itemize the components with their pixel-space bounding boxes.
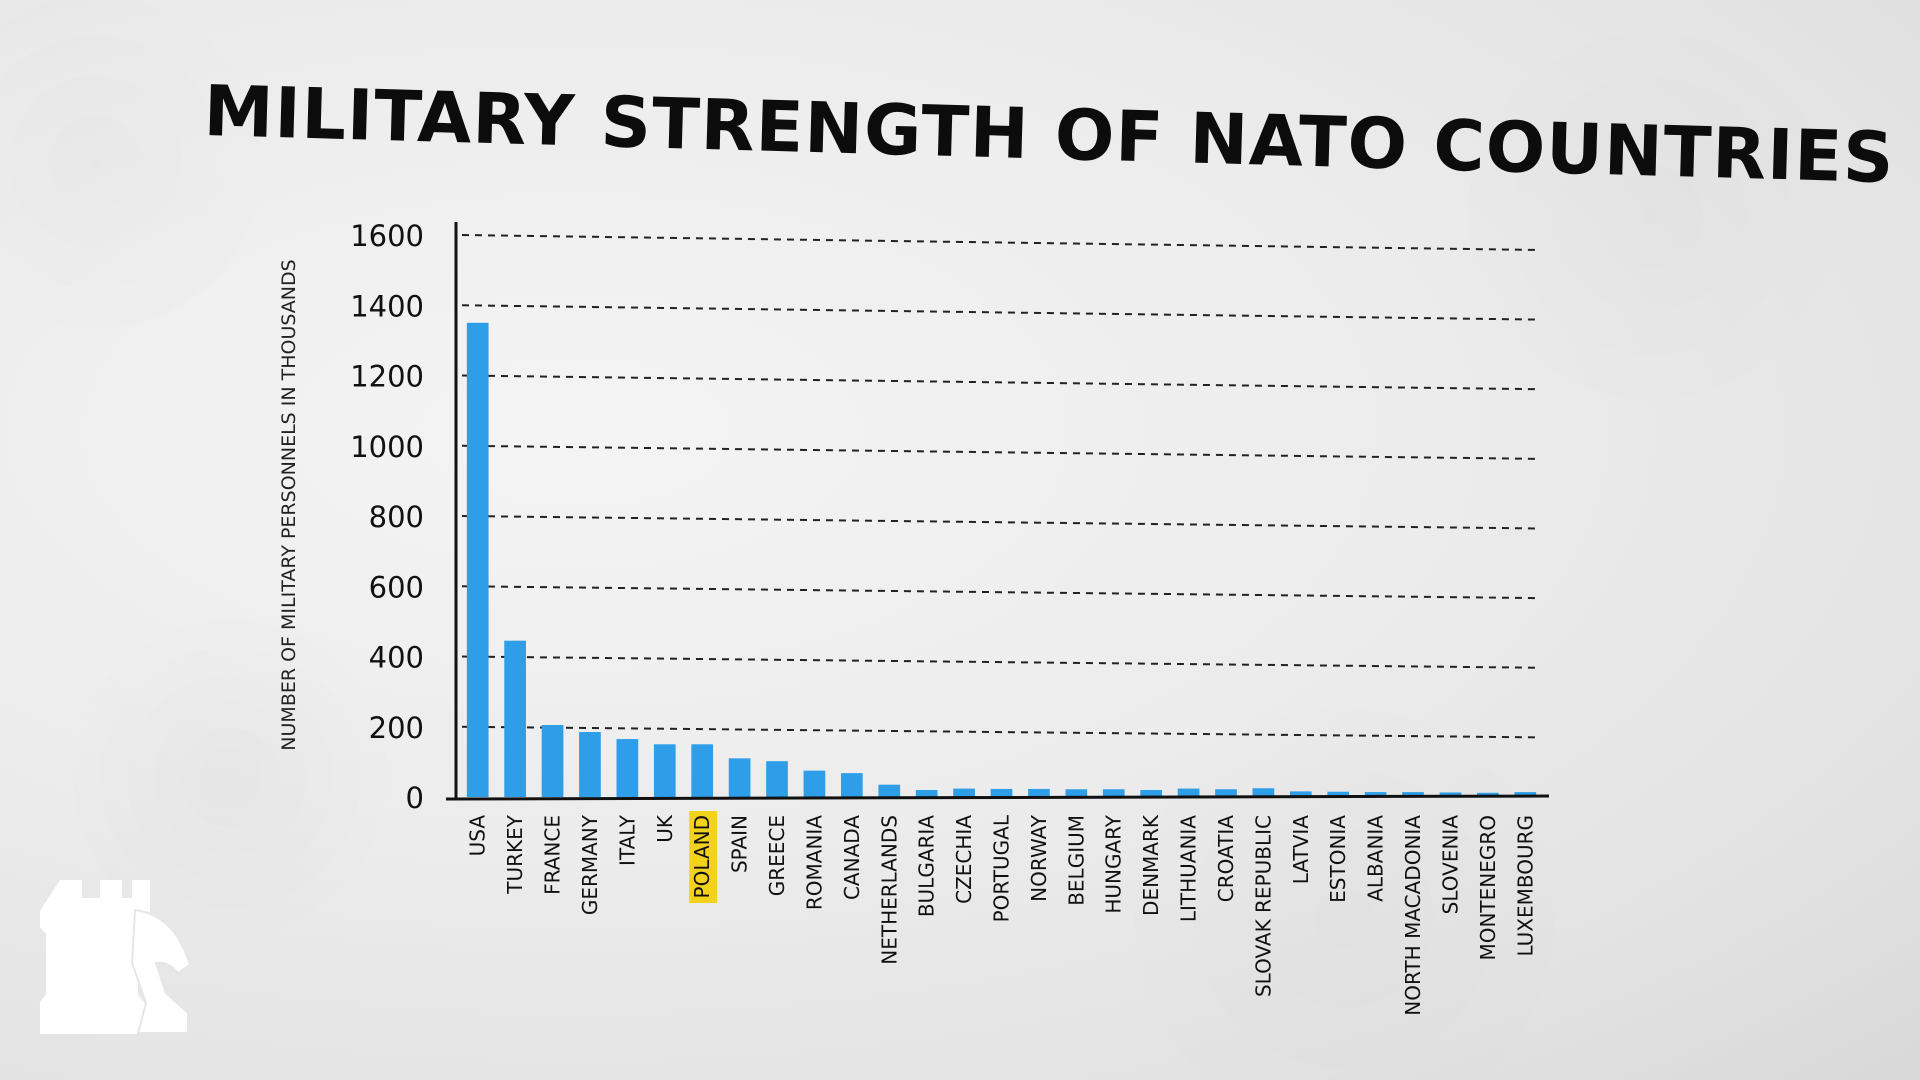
x-tick-label: ESTONIA bbox=[1326, 815, 1350, 903]
grid-line bbox=[461, 655, 1541, 669]
bar bbox=[840, 773, 863, 797]
bar bbox=[1402, 792, 1424, 797]
bar bbox=[579, 732, 601, 797]
x-tick-label: SLOVENIA bbox=[1438, 815, 1462, 915]
bar bbox=[1252, 788, 1275, 797]
bar bbox=[691, 744, 714, 797]
bar bbox=[1215, 789, 1237, 797]
x-tick-label: PORTUGAL bbox=[990, 814, 1014, 922]
bar bbox=[953, 788, 975, 797]
grid-line bbox=[461, 234, 1541, 251]
x-tick-label: BELGIUM bbox=[1064, 815, 1088, 906]
x-tick-label: USA bbox=[466, 815, 490, 857]
y-tick-label: 0 bbox=[406, 781, 424, 815]
x-tick-label: MONTENEGRO bbox=[1476, 815, 1500, 961]
grid-line bbox=[461, 725, 1541, 739]
bar bbox=[1439, 792, 1462, 797]
y-tick-label: 400 bbox=[369, 641, 424, 675]
grid-lines bbox=[461, 234, 1541, 739]
x-tick-label: NETHERLANDS bbox=[877, 815, 901, 965]
grid-line bbox=[461, 374, 1541, 391]
bar bbox=[1177, 788, 1200, 797]
x-tick-label: ROMANIA bbox=[802, 815, 826, 910]
y-tick-label: 1200 bbox=[350, 360, 424, 394]
bar bbox=[1140, 789, 1163, 797]
x-tick-label: UK bbox=[653, 814, 677, 843]
y-tick-labels: 0 200 400 600 800 1000 1200 1400 1600 bbox=[350, 219, 424, 815]
x-tick-label: ITALY bbox=[615, 814, 639, 866]
grid-line bbox=[461, 444, 1541, 460]
bar bbox=[766, 761, 788, 797]
x-tick-label: DENMARK bbox=[1139, 814, 1163, 916]
x-tick-label: FRANCE bbox=[541, 815, 565, 895]
axes bbox=[445, 222, 1550, 801]
x-tick-label: SLOVAK REPUBLIC bbox=[1251, 815, 1275, 997]
x-tick-label: SPAIN bbox=[728, 815, 752, 873]
bar bbox=[1364, 792, 1387, 797]
bar bbox=[878, 784, 901, 797]
x-tick-label: CROATIA bbox=[1214, 815, 1238, 902]
y-tick-label: 600 bbox=[369, 570, 424, 604]
chess-rook-knight-icon bbox=[40, 880, 192, 1034]
bars bbox=[466, 322, 1537, 797]
bar bbox=[1102, 789, 1125, 797]
x-tick-label: GREECE bbox=[765, 815, 789, 896]
x-tick-label: LATVIA bbox=[1289, 815, 1313, 885]
bar bbox=[541, 724, 564, 797]
bar bbox=[653, 744, 676, 797]
bar bbox=[728, 758, 751, 797]
bar bbox=[466, 322, 489, 797]
bar bbox=[1289, 791, 1312, 797]
x-tick-label: HUNGARY bbox=[1102, 814, 1126, 913]
bar bbox=[1514, 792, 1537, 797]
bar bbox=[504, 640, 526, 797]
y-tick-label: 1400 bbox=[350, 289, 424, 323]
bar bbox=[616, 739, 639, 797]
y-tick-label: 1000 bbox=[350, 430, 424, 464]
bar bbox=[1028, 788, 1050, 797]
x-tick-label: NORTH MACADONIA bbox=[1401, 815, 1425, 1016]
grid-line bbox=[461, 585, 1541, 600]
x-tick-label: LUXEMBOURG bbox=[1513, 815, 1537, 957]
bar bbox=[990, 788, 1013, 797]
x-tick-label: POLAND bbox=[690, 815, 714, 898]
highlight-marker bbox=[689, 811, 718, 903]
bar bbox=[1065, 789, 1088, 797]
x-axis-line bbox=[445, 794, 1550, 801]
x-tick-label: CANADA bbox=[840, 815, 864, 900]
x-tick-label: ALBANIA bbox=[1364, 815, 1388, 902]
x-tick-label: BULGARIA bbox=[915, 815, 939, 917]
grid-line bbox=[461, 304, 1541, 321]
y-tick-label: 800 bbox=[369, 500, 424, 534]
bar bbox=[803, 770, 826, 797]
x-tick-label: CZECHIA bbox=[952, 815, 976, 904]
x-tick-label: NORWAY bbox=[1027, 814, 1051, 902]
y-tick-label: 200 bbox=[369, 711, 424, 745]
x-tick-label: LITHUANIA bbox=[1177, 815, 1201, 922]
y-axis-label: NUMBER OF MILITARY PERSONNELS IN THOUSAN… bbox=[278, 259, 300, 750]
bar bbox=[915, 789, 938, 797]
grid-line bbox=[461, 515, 1541, 530]
x-tick-label: TURKEY bbox=[503, 814, 527, 895]
x-tick-labels: USA TURKEY FRANCE GERMANY ITALY UK POLAND SPAIN… bbox=[466, 811, 1537, 1016]
x-tick-label: GERMANY bbox=[578, 814, 602, 915]
bar bbox=[1327, 791, 1350, 797]
y-tick-label: 1600 bbox=[350, 219, 424, 253]
